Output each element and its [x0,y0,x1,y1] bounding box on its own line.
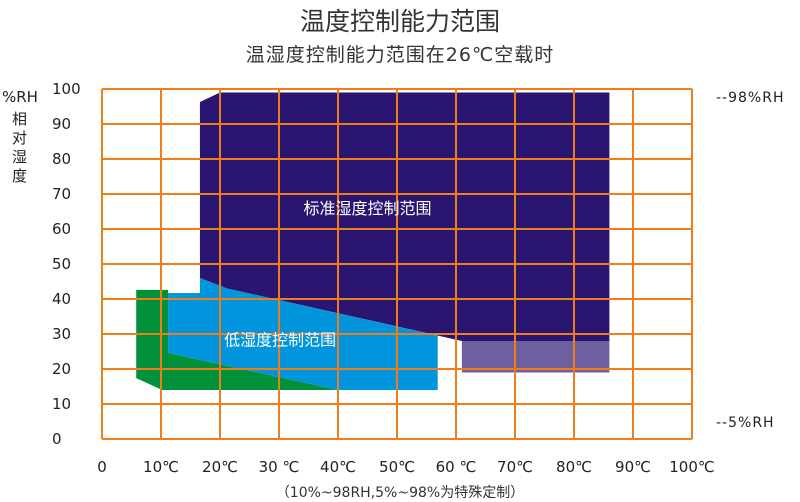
y-tick-label: 90 [52,115,71,133]
x-tick-label: 60 ℃ [436,458,477,476]
annotation-5rh: --5%RH [716,415,775,431]
x-tick-label: 90℃ [615,458,651,476]
x-tick-label: 100℃ [669,458,714,476]
x-tick-label: 10℃ [143,458,179,476]
y-tick-label: 30 [52,325,71,343]
region-label: 低湿度控制范围 [224,330,336,349]
x-tick-label: 80℃ [556,458,592,476]
x-tick-label: 30 ℃ [259,458,300,476]
region-1 [461,341,610,373]
page-subtitle: 温湿度控制能力范围在26℃空载时 [245,44,555,66]
region-0 [199,92,610,341]
region-2 [136,289,338,390]
y-tick-label: 60 [52,220,71,238]
y-tick-label: 10 [52,395,71,413]
x-tick-label: 20℃ [202,458,238,476]
x-tick-label: 50℃ [379,458,415,476]
region-label: 标准湿度控制范围 [303,199,431,218]
page-title: 温度控制能力范围 [299,7,500,36]
annotation-98rh: --98%RH [716,90,785,106]
y-tick-label: 0 [52,430,62,448]
y-axis-label: 相对湿度 [12,110,28,185]
y-tick-label: 80 [52,150,71,168]
x-tick-label: 0 [97,458,107,476]
y-tick-label: 40 [52,290,71,308]
x-tick-label: 70℃ [497,458,533,476]
footnote: （10%~98RH,5%~98%为特殊定制） [275,485,525,501]
y-tick-label: 50 [52,255,71,273]
y-tick-label: 100 [52,80,81,98]
y-tick-label: 20 [52,360,71,378]
x-tick-label: 40℃ [320,458,356,476]
y-tick-label: 70 [52,185,71,203]
y-axis-unit: %RH [2,88,38,106]
